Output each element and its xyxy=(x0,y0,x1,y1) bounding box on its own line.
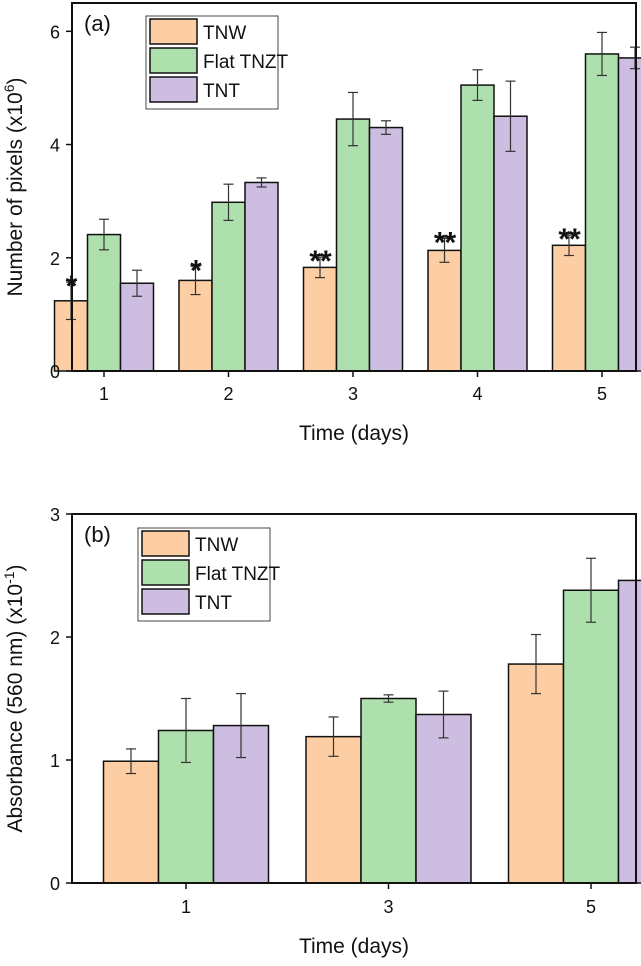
panel-label: (a) xyxy=(84,11,111,36)
legend-swatch xyxy=(149,47,198,74)
x-axis-label: Time (days) xyxy=(299,935,409,958)
significance-marker: ** xyxy=(558,223,581,256)
x-tick-label: 5 xyxy=(586,897,596,917)
bar-tnw xyxy=(427,249,462,372)
x-tick-label: 1 xyxy=(181,897,191,917)
x-tick-label: 2 xyxy=(223,384,233,404)
x-tick-label: 5 xyxy=(597,384,607,404)
plot-frame xyxy=(71,2,637,372)
legend-label: TNT xyxy=(203,81,240,102)
y-tick-label: 0 xyxy=(50,362,60,382)
x-tick-label: 1 xyxy=(99,384,109,404)
x-axis-label: Time (days) xyxy=(299,422,409,445)
y-axis-label: Absorbance (560 nm) (x10-1) xyxy=(1,564,27,832)
legend: TNW Flat TNZT TNT xyxy=(137,527,281,622)
bar-tnt xyxy=(368,126,404,372)
y-axis-label-close: ) xyxy=(4,77,27,84)
x-tick-label: 4 xyxy=(472,384,482,404)
bar-tnw xyxy=(102,760,160,884)
y-axis-label: Number of pixels (x106) xyxy=(1,77,27,296)
panel-b: 1 3 5 0 1 2 3 (b) Time (days) Absorbance (560 nm)… xyxy=(1,505,641,958)
y-axis-label-exponent: 6 xyxy=(1,84,17,92)
x-tick-label: 3 xyxy=(348,384,358,404)
legend: TNW Flat TNZT TNT xyxy=(145,15,289,110)
y-axis-label-close: ) xyxy=(4,564,27,571)
y-tick-label: 4 xyxy=(50,136,60,156)
y-tick-label: 0 xyxy=(50,874,60,894)
legend-swatch xyxy=(141,588,190,615)
y-tick-label: 3 xyxy=(50,505,60,525)
bar-flat-tnzt xyxy=(360,697,417,884)
bar-tnw xyxy=(305,735,362,884)
bar-tnt xyxy=(617,57,641,372)
bar-tnt xyxy=(415,713,472,884)
legend-label: Flat TNZT xyxy=(203,52,289,73)
bar-tnt xyxy=(244,181,279,372)
y-axis-label-main: Absorbance (560 nm) (x10 xyxy=(4,584,27,833)
y-axis-label-main: Number of pixels (x10 xyxy=(4,92,27,296)
y-tick-label: 1 xyxy=(50,751,60,771)
bar-tnw xyxy=(302,266,338,372)
legend-label: Flat TNZT xyxy=(195,564,281,585)
y-tick-label: 6 xyxy=(50,22,60,42)
bar-flat-tnzt xyxy=(584,53,620,372)
y-tick-label: 2 xyxy=(50,628,60,648)
legend-label: TNT xyxy=(195,593,232,614)
bar-flat-tnzt xyxy=(86,233,122,372)
y-tick-label: 2 xyxy=(50,249,60,269)
panel-label: (b) xyxy=(84,522,111,547)
legend-swatch xyxy=(149,18,198,45)
bar-tnt xyxy=(119,282,155,372)
bar-tnt xyxy=(493,115,528,372)
bar-flat-tnzt xyxy=(460,84,495,372)
legend-label: TNW xyxy=(203,23,246,44)
legend-swatch xyxy=(141,559,190,586)
bar-tnw xyxy=(551,244,587,372)
bar-tnt xyxy=(617,579,641,884)
bar-tnw xyxy=(507,663,565,884)
plot-frame xyxy=(71,513,637,884)
legend-swatch xyxy=(141,530,190,557)
y-axis-label-exponent: -1 xyxy=(1,571,17,584)
significance-marker: * xyxy=(190,254,202,287)
bar-flat-tnzt xyxy=(562,589,620,884)
legend-label: TNW xyxy=(195,535,238,556)
significance-marker: ** xyxy=(309,245,332,278)
x-tick-label: 3 xyxy=(383,897,393,917)
legend-swatch xyxy=(149,76,198,103)
bar-flat-tnzt xyxy=(211,201,246,372)
bar-flat-tnzt xyxy=(335,118,371,372)
significance-marker: ** xyxy=(434,227,457,260)
